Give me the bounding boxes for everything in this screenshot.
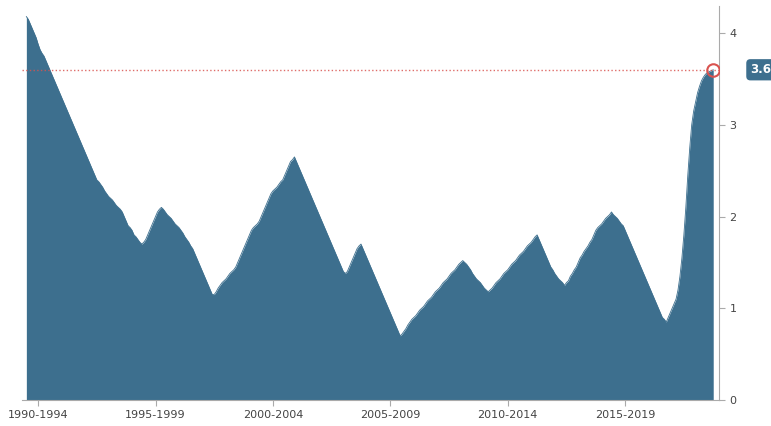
Text: 3.6: 3.6 bbox=[750, 63, 771, 76]
